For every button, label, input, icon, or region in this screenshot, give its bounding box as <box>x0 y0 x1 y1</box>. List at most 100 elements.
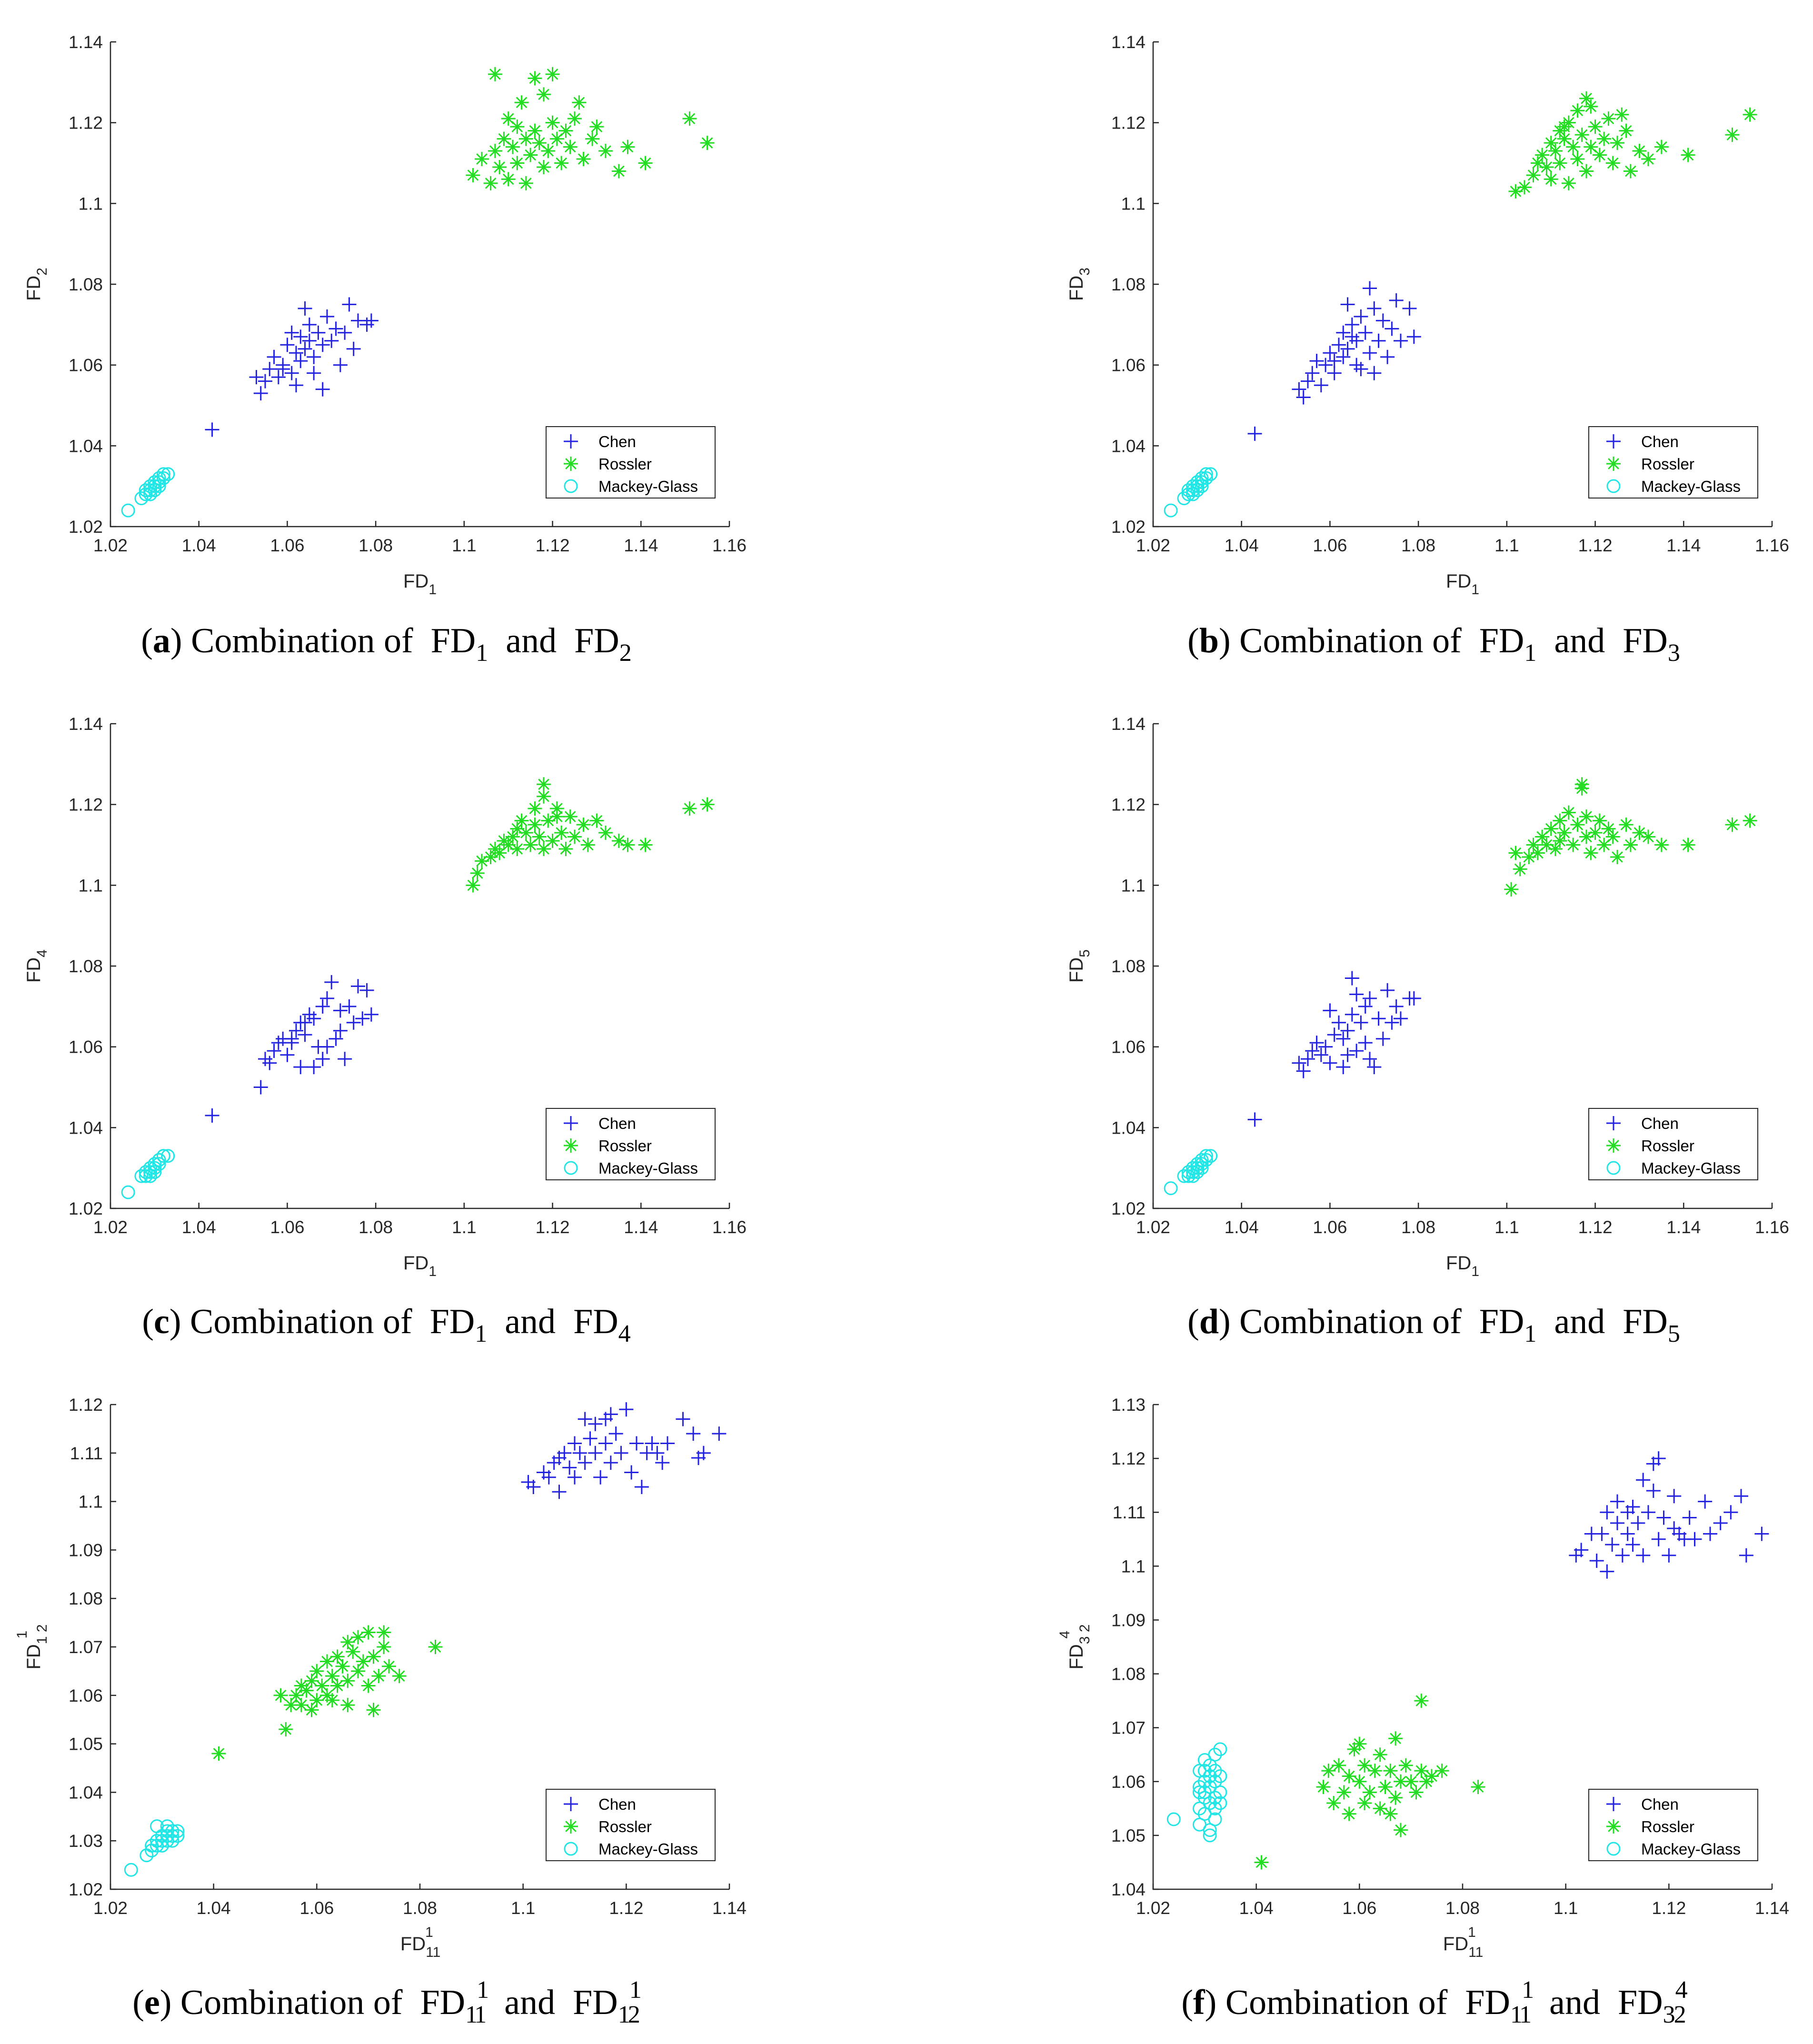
chen-marker <box>1651 1451 1666 1466</box>
panel-caption: (d) Combination of FD1 and FD5 <box>1187 1302 1698 1347</box>
rossler-marker <box>545 115 560 130</box>
x-tick-label: 1.08 <box>359 1217 393 1237</box>
mackey-glass-marker <box>152 471 166 485</box>
rossler-marker <box>1513 862 1527 877</box>
rossler-marker <box>304 1703 319 1717</box>
mackey-glass-marker <box>1186 479 1200 493</box>
mackey-glass-marker <box>1606 1842 1621 1856</box>
mackey-glass-marker <box>152 479 166 493</box>
chen-marker <box>1371 1011 1386 1026</box>
label-sub: 3 2 <box>1077 1624 1093 1644</box>
caption-var-base: FD <box>1600 1983 1663 2022</box>
x-tick-label: 1.02 <box>93 1898 128 1918</box>
chen-marker <box>333 1003 348 1018</box>
chen-marker <box>598 1412 613 1426</box>
x-tick-label: 1.08 <box>1401 536 1435 555</box>
legend-label: Rossler <box>1641 1818 1694 1835</box>
rossler-marker <box>1548 144 1563 159</box>
rossler-marker <box>1383 1764 1398 1778</box>
rossler-marker <box>537 160 551 174</box>
chen-marker <box>1314 378 1328 393</box>
x-tick-label: 1.14 <box>624 536 658 555</box>
rossler-marker <box>1508 846 1523 860</box>
chen-marker <box>1336 325 1351 340</box>
mackey-glass-marker <box>1177 491 1191 506</box>
chen-marker <box>1610 1516 1624 1530</box>
legend-label: Chen <box>598 1795 636 1813</box>
chen-marker <box>1389 999 1404 1014</box>
mackey-glass-marker <box>1208 1812 1222 1826</box>
mackey-glass-marker <box>1208 1791 1222 1805</box>
chen-marker <box>1402 301 1417 316</box>
x-tick-label: 1.1 <box>1494 536 1519 555</box>
rossler-marker <box>488 144 502 159</box>
rossler-marker <box>620 838 635 852</box>
series-chen <box>1247 281 1421 441</box>
chen-marker <box>1332 338 1346 352</box>
chen-marker <box>1367 301 1382 316</box>
caption-label: e <box>144 1983 160 2022</box>
label-base: FD <box>23 1644 44 1669</box>
y-tick-label: 1.1 <box>79 876 103 895</box>
rossler-marker <box>356 1654 370 1669</box>
x-tick-label: 1.1 <box>1554 1898 1578 1918</box>
caption-var-sub: 3 <box>1663 2001 1675 2028</box>
label-sub: 3 <box>1077 268 1093 276</box>
x-tick-label: 1.14 <box>1666 1217 1701 1237</box>
y-tick-label: 1.12 <box>1111 1449 1146 1468</box>
y-tick-label: 1.06 <box>1111 1772 1146 1792</box>
label-sub: 11 <box>1468 1944 1483 1960</box>
caption-and: and <box>504 1983 555 2022</box>
panel-c: 1.02 1.04 1.06 1.08 1.1 1.12 1.14 1.161.021.041… <box>23 714 747 1347</box>
y-tick-label: 1.04 <box>69 1118 103 1137</box>
rossler-marker <box>475 152 489 167</box>
rossler-marker <box>340 1698 355 1713</box>
x-tick-label: 1.06 <box>270 536 304 555</box>
rossler-marker <box>1632 144 1647 159</box>
chen-marker <box>302 317 317 332</box>
y-tick-label: 1.08 <box>69 275 103 294</box>
chen-marker <box>1336 349 1351 364</box>
chen-marker <box>320 1039 334 1054</box>
mackey-glass-marker <box>1181 487 1195 501</box>
chen-marker <box>1340 1023 1355 1038</box>
series-chen <box>521 1402 727 1499</box>
label-sub: 1 <box>1471 582 1479 598</box>
mackey-glass-marker <box>134 491 149 506</box>
x-tick-label: 1.14 <box>1666 536 1701 555</box>
chen-marker <box>1327 1027 1342 1042</box>
legend-label: Mackey-Glass <box>598 1840 698 1858</box>
rossler-marker <box>589 813 604 828</box>
rossler-marker <box>1553 813 1567 828</box>
chen-marker <box>1606 434 1621 449</box>
chen-marker <box>1336 1060 1351 1075</box>
label-sub: 2 <box>34 268 50 276</box>
chen-marker <box>562 1460 577 1475</box>
rossler-marker <box>1404 1774 1418 1789</box>
series-mackey-glass <box>121 467 175 518</box>
chen-marker <box>315 999 330 1014</box>
caption-var-sub: 3 <box>1668 639 1680 667</box>
rossler-marker <box>1557 131 1572 146</box>
chen-marker <box>1739 1548 1753 1563</box>
caption-var-sub2: 2 <box>1674 2001 1686 2028</box>
chen-marker <box>608 1426 623 1441</box>
chen-marker <box>1594 1526 1609 1541</box>
rossler-marker <box>1347 1742 1362 1756</box>
series-rossler <box>211 1625 443 1761</box>
rossler-marker <box>351 1664 365 1678</box>
label-sub: 5 <box>1077 949 1093 957</box>
label-base: FD <box>1066 1644 1087 1669</box>
chen-marker <box>289 1023 303 1038</box>
chen-marker <box>526 1480 541 1495</box>
x-tick-label: 1.08 <box>1401 1217 1435 1237</box>
x-tick-label: 1.04 <box>182 1217 216 1237</box>
rossler-marker <box>1424 1769 1439 1784</box>
rossler-marker <box>1579 809 1594 824</box>
mackey-glass-marker <box>1190 1165 1205 1179</box>
chen-marker <box>1340 341 1355 356</box>
x-tick-label: 1.06 <box>270 1217 304 1237</box>
chen-marker <box>564 1797 578 1811</box>
chen-marker <box>1406 329 1421 344</box>
chen-marker <box>333 1023 348 1038</box>
